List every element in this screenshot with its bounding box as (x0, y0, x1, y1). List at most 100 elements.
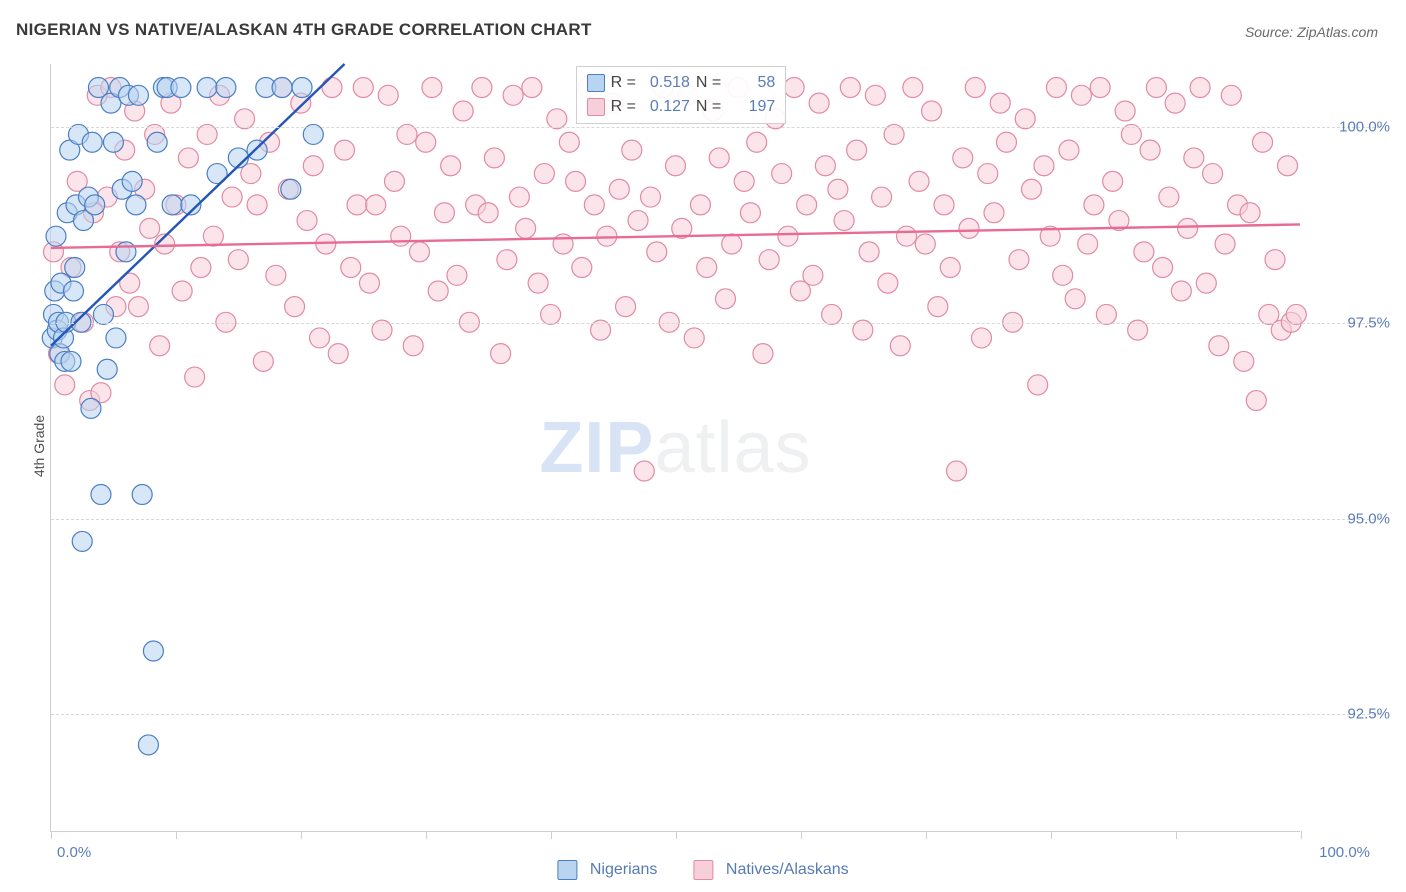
data-point (953, 148, 973, 168)
data-point (915, 234, 935, 254)
data-point (922, 101, 942, 121)
data-point (428, 281, 448, 301)
data-point (559, 132, 579, 152)
data-point (872, 187, 892, 207)
legend-r-value: 0.518 (642, 71, 690, 95)
y-tick-label: 100.0% (1339, 118, 1390, 135)
data-point (328, 344, 348, 364)
data-point (522, 77, 542, 97)
data-point (928, 297, 948, 317)
legend-item-nigerians: Nigerians (557, 860, 657, 880)
data-point (984, 203, 1004, 223)
data-point (1253, 132, 1273, 152)
data-point (978, 164, 998, 184)
data-point (572, 258, 592, 278)
data-point (378, 85, 398, 105)
data-point (1221, 85, 1241, 105)
x-tick (926, 831, 927, 839)
data-point (509, 187, 529, 207)
data-point (1286, 304, 1306, 324)
data-point (103, 132, 123, 152)
data-point (272, 77, 292, 97)
data-point (55, 375, 75, 395)
series-legend: Nigerians Natives/Alaskans (557, 860, 848, 880)
data-point (890, 336, 910, 356)
data-point (803, 265, 823, 285)
data-point (1071, 85, 1091, 105)
data-point (81, 398, 101, 418)
data-point (360, 273, 380, 293)
data-point (97, 359, 117, 379)
data-point (185, 367, 205, 387)
data-point (1178, 218, 1198, 238)
x-tick (1176, 831, 1177, 839)
data-point (253, 351, 273, 371)
x-tick (1301, 831, 1302, 839)
data-point (797, 195, 817, 215)
data-point (216, 77, 236, 97)
data-point (1009, 250, 1029, 270)
data-point (384, 171, 404, 191)
data-point (622, 140, 642, 160)
data-point (747, 132, 767, 152)
data-point (409, 242, 429, 262)
legend-row-natives: R = 0.127 N = 197 (587, 95, 776, 119)
data-point (150, 336, 170, 356)
legend-swatch-nigerians-icon (557, 860, 577, 880)
gridline (51, 323, 1380, 324)
data-point (878, 273, 898, 293)
y-tick-label: 92.5% (1347, 706, 1390, 723)
data-point (285, 297, 305, 317)
data-point (1065, 289, 1085, 309)
data-point (63, 281, 83, 301)
data-point (197, 77, 217, 97)
data-point (815, 156, 835, 176)
data-point (353, 77, 373, 97)
data-point (1146, 77, 1166, 97)
data-point (784, 77, 804, 97)
gridline (51, 519, 1380, 520)
data-point (1165, 93, 1185, 113)
x-axis-min-label: 0.0% (57, 844, 91, 861)
data-point (434, 203, 454, 223)
data-point (93, 304, 113, 324)
x-tick (176, 831, 177, 839)
data-point (528, 273, 548, 293)
data-point (1028, 375, 1048, 395)
data-point (416, 132, 436, 152)
data-point (940, 258, 960, 278)
data-point (422, 77, 442, 97)
x-tick (551, 831, 552, 839)
data-point (709, 148, 729, 168)
data-point (822, 304, 842, 324)
data-point (541, 304, 561, 324)
data-point (172, 281, 192, 301)
data-point (609, 179, 629, 199)
data-point (491, 344, 511, 364)
data-point (203, 226, 223, 246)
data-point (147, 132, 167, 152)
data-point (478, 203, 498, 223)
legend-r-label: R = (611, 95, 636, 119)
legend-n-value: 197 (727, 95, 775, 119)
scatter-chart-svg (51, 64, 1300, 831)
data-point (566, 171, 586, 191)
data-point (965, 77, 985, 97)
legend-swatch-natives-icon (587, 98, 605, 116)
data-point (809, 93, 829, 113)
data-point (584, 195, 604, 215)
data-point (1171, 281, 1191, 301)
data-point (959, 218, 979, 238)
data-point (484, 148, 504, 168)
legend-r-label: R = (611, 71, 636, 95)
data-point (1059, 140, 1079, 160)
data-point (453, 101, 473, 121)
data-point (1234, 351, 1254, 371)
y-axis-label: 4th Grade (31, 415, 47, 477)
data-point (292, 77, 312, 97)
data-point (1140, 140, 1160, 160)
data-point (1196, 273, 1216, 293)
x-tick (676, 831, 677, 839)
data-point (1190, 77, 1210, 97)
data-point (1046, 77, 1066, 97)
